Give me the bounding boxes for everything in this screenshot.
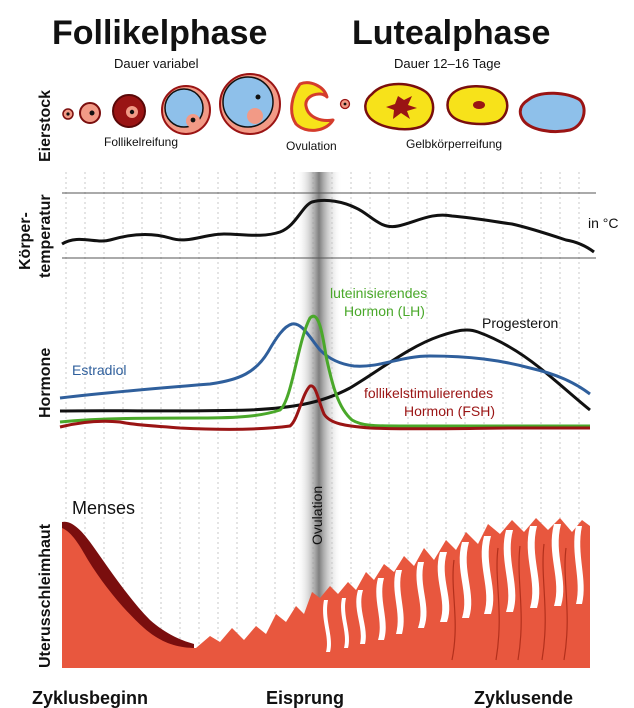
follicle-stage-2 [79, 102, 101, 124]
row-label-endometrium: Uterusschleimhaut [37, 523, 54, 668]
hormone-panel: Estradiol luteinisierendes Hormon (LH) P… [59, 285, 591, 431]
ovulation-band [296, 172, 342, 668]
temperature-panel: in °C [61, 192, 619, 259]
progesterone-label: Progesteron [482, 315, 558, 331]
luteal-phase-title: Lutealphase [352, 14, 550, 52]
lh-label-line1: luteinisierendes [330, 285, 427, 301]
x-axis-mid: Eisprung [266, 688, 344, 708]
row-label-temperature-1: Körper- [17, 212, 34, 270]
corpus-luteum-1 [364, 82, 435, 131]
fsh-label-line2: Hormon (FSH) [404, 403, 495, 419]
ovary-row [62, 73, 586, 135]
estradiol-label: Estradiol [72, 362, 126, 378]
ovulated-follicle [290, 81, 351, 132]
corpus-luteum-2 [446, 85, 509, 126]
follicle-stage-5 [219, 73, 281, 135]
menses-label: Menses [72, 498, 135, 518]
follicle-maturation-label: Follikelreifung [104, 135, 178, 149]
follicular-phase-duration: Dauer variabel [114, 56, 199, 71]
corpus-luteum-maturation-label: Gelbkörperreifung [406, 137, 502, 151]
estradiol-curve [59, 322, 591, 400]
follicle-stage-4 [161, 85, 211, 135]
fsh-curve [59, 384, 590, 431]
ovulation-stage-label: Ovulation [286, 139, 337, 153]
x-axis-start: Zyklusbeginn [32, 688, 148, 708]
endometrium-tissue [62, 518, 590, 668]
temperature-curve [61, 198, 595, 254]
ovulation-band-label: Ovulation [309, 486, 325, 545]
follicle-stage-1 [62, 108, 74, 120]
x-axis-end: Zyklusende [474, 688, 573, 708]
luteal-phase-duration: Dauer 12–16 Tage [394, 56, 501, 71]
endometrium-vessels [451, 543, 568, 661]
row-label-ovary: Eierstock [37, 90, 54, 162]
endometrium-panel: Menses [62, 498, 590, 668]
progesterone-curve [59, 328, 591, 413]
fsh-label-line1: follikelstimulierendes [364, 385, 493, 401]
row-label-hormones: Hormone [37, 348, 54, 418]
follicle-stage-3 [112, 94, 146, 128]
follicular-phase-title: Follikelphase [52, 14, 267, 52]
lh-label-line2: Hormon (LH) [344, 303, 425, 319]
corpus-albicans [518, 91, 586, 134]
endometrium-gland-slits [323, 524, 584, 652]
lh-curve [59, 314, 590, 428]
temperature-unit: in °C [588, 215, 619, 231]
menses-shedding [62, 521, 194, 652]
row-label-temperature-2: temperatur [37, 194, 54, 278]
